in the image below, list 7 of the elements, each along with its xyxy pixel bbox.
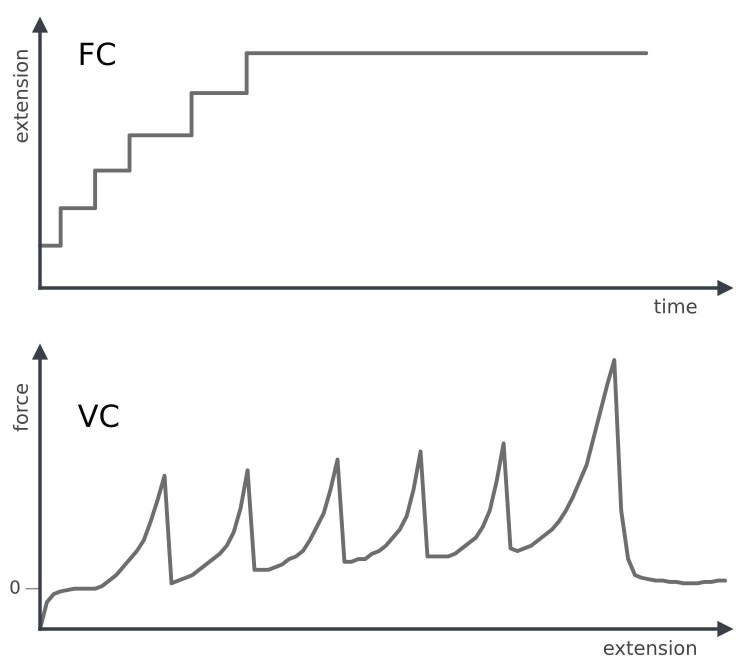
annotation: VC [78,404,118,428]
y-axis-title: extension [12,50,28,142]
y-axis-title: force [12,384,28,432]
x-axis-title: time [654,298,697,314]
ref-line-label: 0 [10,580,20,594]
x-axis-title: extension [604,640,696,656]
annotation: FC [80,42,115,66]
